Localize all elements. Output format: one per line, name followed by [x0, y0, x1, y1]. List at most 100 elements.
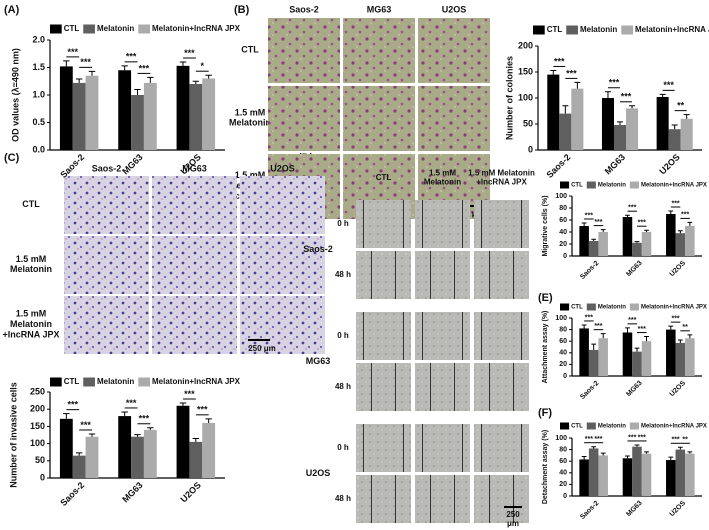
legend-label: Melatonin+lncRNA JPX — [641, 424, 707, 430]
error-bar — [179, 402, 187, 406]
error-bar — [600, 333, 606, 339]
bar — [622, 217, 633, 256]
error-bar — [668, 456, 674, 461]
row-label-line: Melatonin — [10, 319, 52, 329]
bar — [202, 78, 216, 150]
legend-swatch — [629, 303, 639, 311]
x-tick-label: Saos-2 — [58, 480, 86, 508]
bar — [118, 416, 132, 478]
y-tick-label: 50 — [35, 455, 45, 465]
cell-line-label: MG63 — [306, 356, 331, 366]
bar — [579, 459, 589, 496]
y-tick-label: 40 — [559, 470, 567, 477]
micrograph — [240, 296, 325, 354]
row-label-line: Melatonin — [229, 118, 271, 128]
legend-swatch — [138, 24, 151, 34]
bar — [601, 98, 614, 150]
y-axis-title: Number of invasive cells — [8, 382, 18, 488]
error-bar — [63, 413, 70, 419]
significance-label: *** — [585, 212, 593, 219]
y-tick-label: 80 — [559, 205, 567, 212]
bar — [656, 96, 669, 150]
significance-label: * — [200, 61, 204, 71]
significance-label: *** — [554, 56, 565, 66]
y-tick-label: 60 — [559, 217, 567, 224]
x-tick-label: Saos-2 — [579, 380, 600, 401]
error-bar — [634, 347, 640, 352]
y-tick-label: 60 — [559, 458, 567, 465]
significance-label: *** — [663, 80, 674, 90]
error-bar — [581, 456, 587, 460]
x-tick-label: MG63 — [603, 152, 627, 176]
legend-swatch — [50, 24, 62, 34]
legend-swatch — [560, 422, 570, 430]
y-tick-label: 100 — [30, 438, 45, 448]
micrograph — [343, 86, 415, 151]
micrograph — [268, 86, 340, 151]
bar — [641, 232, 652, 256]
column-header: MG63 — [182, 163, 207, 173]
bar — [685, 453, 695, 496]
bar — [59, 418, 73, 478]
significance-label: *** — [585, 314, 593, 321]
x-tick-label: U2OS — [669, 500, 688, 519]
y-tick-label: 100 — [518, 92, 533, 102]
micrograph — [474, 475, 529, 523]
legend-swatch — [560, 181, 570, 189]
column-header-line: 1.5 mM Melatonin — [468, 169, 535, 178]
x-tick-label: U2OS — [179, 480, 203, 504]
bar — [675, 342, 686, 376]
significance-label: *** — [594, 219, 602, 226]
micrograph — [240, 176, 325, 234]
significance-label: *** — [184, 389, 195, 399]
micrograph — [64, 296, 149, 354]
legend-swatch — [586, 303, 596, 311]
bar — [189, 441, 203, 478]
row-label-line: 1.5 mM — [16, 254, 47, 264]
significance-label: *** — [566, 68, 577, 78]
micrograph — [356, 475, 411, 523]
legend-swatch — [560, 303, 570, 311]
bar — [675, 449, 686, 496]
x-tick-label: MG63 — [120, 152, 144, 176]
bar — [588, 349, 599, 376]
micrograph — [415, 251, 470, 299]
y-tick-label: 0 — [563, 493, 567, 500]
row-label: 1.5 mM Melatonin — [229, 108, 271, 128]
error-bar — [550, 69, 557, 75]
y-tick-label: 100 — [555, 193, 567, 200]
legend-label: Melatonin — [598, 424, 626, 430]
error-bar — [600, 452, 606, 456]
bar — [641, 453, 652, 496]
bar — [85, 75, 99, 150]
legend-swatch — [83, 377, 95, 387]
legend-swatch — [566, 25, 578, 35]
error-bar — [75, 452, 83, 456]
bar — [189, 84, 203, 150]
legend-label: CTL — [571, 305, 583, 311]
bar — [685, 338, 695, 376]
significance-label: *** — [638, 434, 646, 441]
x-tick-label: MG63 — [120, 480, 144, 504]
x-tick-label: U2OS — [657, 152, 681, 176]
error-bar — [687, 221, 693, 226]
legend-label: Melatonin+lncRNA JPX — [641, 305, 707, 311]
time-label: 48 h — [335, 270, 351, 279]
micrograph — [474, 200, 529, 248]
y-axis-title: Migrative cells (%) — [542, 195, 549, 256]
bar — [131, 95, 144, 150]
y-tick-label: 100 — [555, 315, 567, 322]
legend-label: CTL — [571, 183, 583, 189]
x-tick-label: MG63 — [625, 380, 644, 399]
error-bar — [634, 241, 640, 243]
y-tick-label: 80 — [559, 326, 567, 333]
column-header: Saos-2 — [92, 163, 122, 173]
column-header-line: Melatonin — [424, 178, 461, 187]
column-header: CTL — [376, 173, 392, 182]
legend-label: Melatonin — [580, 25, 617, 34]
error-bar — [625, 327, 630, 333]
row-label: CTL — [22, 199, 40, 209]
legend-swatch — [533, 25, 545, 35]
y-tick-label: 2.0 — [32, 34, 45, 44]
